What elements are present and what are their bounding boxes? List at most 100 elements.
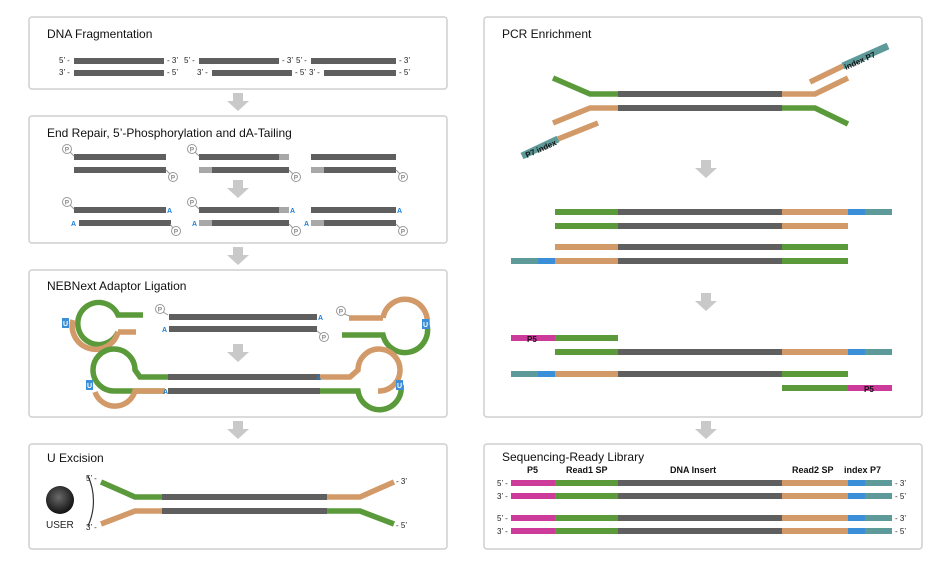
phosphate-icon: P <box>169 223 181 236</box>
dna-strand <box>74 70 164 76</box>
strand-end-label: 5’ - <box>184 56 195 65</box>
index-segment <box>538 371 555 377</box>
dna-strand <box>212 167 289 173</box>
strand-end-label: - 5’ <box>167 68 178 77</box>
cut-arc <box>87 475 95 527</box>
u-excision-diagram: USER 5’ - 3’ - - 3’ - 5’ <box>46 474 407 532</box>
svg-text:P: P <box>174 228 179 235</box>
hairpin-adaptor-right <box>342 296 431 356</box>
dna-strand <box>74 154 166 160</box>
library-row <box>511 515 892 521</box>
panel-title-pcr: PCR Enrichment <box>502 27 592 41</box>
adaptor-arm <box>551 105 618 126</box>
uracil-marker <box>62 318 69 328</box>
filled-overhang <box>311 220 324 226</box>
library-diagram: P5 Read1 SP DNA Insert Read2 SP index P7 <box>497 465 906 536</box>
a-tail-label: A <box>318 315 323 322</box>
strand-end-label: - 5’ <box>399 68 410 77</box>
strand-end-label: 5’ - <box>296 56 307 65</box>
phosphate-icon: P <box>336 306 351 317</box>
svg-text:P: P <box>322 334 327 341</box>
svg-text:P: P <box>190 199 195 206</box>
phosphate-icon: P <box>62 197 75 210</box>
dna-strand <box>199 154 279 160</box>
svg-text:P: P <box>65 146 70 153</box>
phosphate-icon: P <box>62 144 75 157</box>
p7-segment <box>865 209 892 215</box>
p7-segment <box>511 258 538 264</box>
strand-end-label: - 5’ <box>295 68 306 77</box>
arrow-down-icon <box>227 247 249 265</box>
adaptor-tan <box>782 349 848 355</box>
p7-segment <box>511 371 538 377</box>
hairpin-adaptor-left <box>69 299 143 353</box>
phosphate-icon: P <box>165 169 178 182</box>
strand-end-label: - 3’ <box>282 56 293 65</box>
uracil-marker <box>86 380 93 390</box>
uracil-marker <box>422 319 429 329</box>
library-label-insert: DNA Insert <box>670 465 716 475</box>
dna-strand <box>212 220 289 226</box>
ligated-product <box>90 346 404 413</box>
strand-end-label: 3’ - <box>497 527 508 536</box>
dna-strand <box>74 167 166 173</box>
primer-p7-index <box>841 42 890 70</box>
library-row <box>511 493 892 499</box>
user-enzyme-icon <box>46 486 74 514</box>
svg-text:P: P <box>158 306 163 313</box>
strand-end-label: - 3’ <box>895 514 906 523</box>
uracil-label: U <box>63 321 68 328</box>
panel-title-fragmentation: DNA Fragmentation <box>47 27 152 41</box>
arrow-down-icon <box>695 293 717 311</box>
library-label-read2: Read2 SP <box>792 465 834 475</box>
dna-insert <box>169 326 317 332</box>
adaptor-arm <box>327 508 395 527</box>
dna-strand <box>212 70 292 76</box>
adaptor-arm <box>99 479 162 500</box>
user-enzyme-label: USER <box>46 520 74 531</box>
adaptor-tan <box>555 371 618 377</box>
svg-text:P: P <box>401 174 406 181</box>
p5-label: P5 <box>864 385 874 394</box>
a-tail-label: A <box>316 375 321 382</box>
strand-end-label: 5’ - <box>497 479 508 488</box>
adaptor-tan <box>782 223 848 229</box>
phosphate-icon: P <box>395 169 408 182</box>
filled-overhang <box>199 220 212 226</box>
a-tail-label: A <box>167 208 172 215</box>
dna-strand <box>324 70 396 76</box>
filled-overhang <box>199 167 212 173</box>
dna-insert <box>618 349 782 355</box>
flow-arrows <box>227 93 717 439</box>
dna-insert <box>618 91 782 97</box>
dna-insert <box>618 209 782 215</box>
a-tail-label: A <box>71 221 76 228</box>
arrow-down-icon <box>227 344 249 362</box>
primer-p7-index <box>520 135 560 160</box>
index-segment <box>848 349 865 355</box>
dna-insert <box>618 371 782 377</box>
adaptor-arm <box>100 508 162 527</box>
adaptor-arm <box>782 105 850 127</box>
arrow-down-icon <box>695 160 717 178</box>
strand-end-label: 3’ - <box>59 68 70 77</box>
uracil-label: U <box>87 383 92 390</box>
svg-text:P: P <box>171 174 176 181</box>
panel-title-ligation: NEBNext Adaptor Ligation <box>47 279 186 293</box>
strand-end-label: 3’ - <box>86 523 97 532</box>
dna-insert <box>162 508 327 514</box>
dna-strand <box>311 154 396 160</box>
dna-strand <box>324 167 396 173</box>
adaptor-arm <box>782 75 850 97</box>
dna-strand <box>199 207 279 213</box>
dna-strand <box>324 220 396 226</box>
strand-end-label: 5’ - <box>59 56 70 65</box>
svg-text:P: P <box>294 228 299 235</box>
strand-end-label: 5’ - <box>497 514 508 523</box>
library-row <box>511 528 892 534</box>
arrow-down-icon <box>227 421 249 439</box>
a-tail-label: A <box>192 221 197 228</box>
panel-title-end-repair: End Repair, 5’-Phosphorylation and dA-Ta… <box>47 126 292 140</box>
svg-text:P: P <box>65 199 70 206</box>
